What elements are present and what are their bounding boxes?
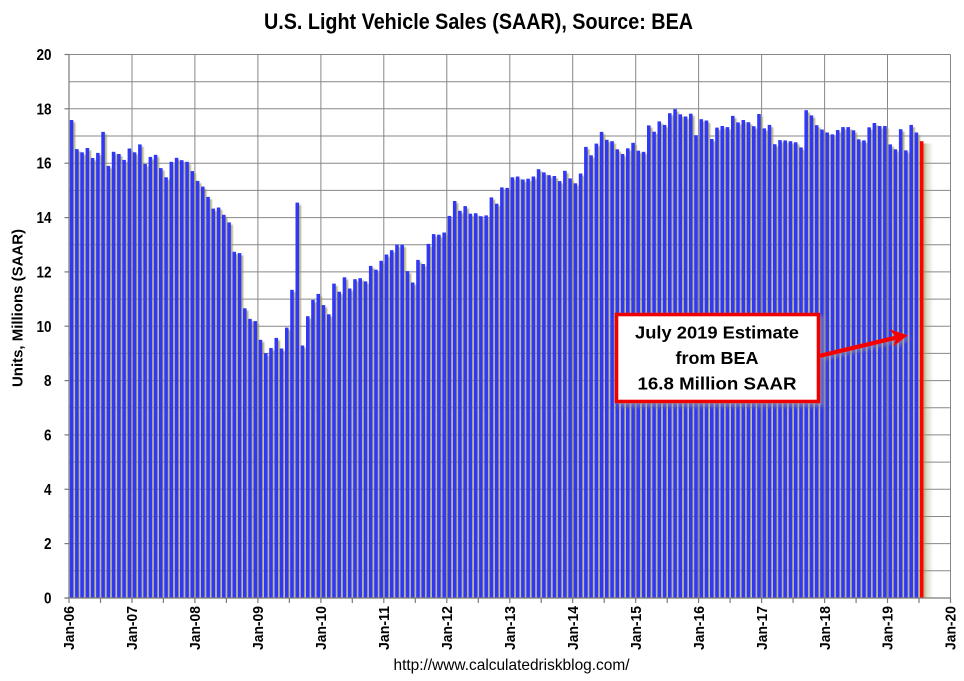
svg-text:14: 14 (37, 210, 52, 227)
svg-text:Jan-11: Jan-11 (377, 606, 393, 650)
svg-text:0: 0 (44, 591, 52, 608)
svg-text:Jan-06: Jan-06 (62, 606, 78, 650)
svg-text:16: 16 (37, 156, 52, 173)
svg-text:from BEA: from BEA (676, 348, 759, 368)
svg-text:Jan-07: Jan-07 (125, 606, 141, 650)
svg-text:Jan-12: Jan-12 (440, 606, 456, 650)
svg-text:8: 8 (44, 373, 52, 390)
svg-text:4: 4 (44, 482, 52, 499)
svg-text:10: 10 (37, 319, 52, 336)
svg-text:Jan-17: Jan-17 (755, 606, 771, 650)
svg-text:Jan-13: Jan-13 (503, 606, 519, 650)
svg-text:July 2019 Estimate: July 2019 Estimate (635, 323, 799, 343)
svg-text:18: 18 (37, 101, 52, 118)
svg-text:Jan-14: Jan-14 (566, 606, 582, 650)
svg-text:6: 6 (44, 427, 52, 444)
svg-text:Jan-20: Jan-20 (944, 606, 960, 650)
svg-text:http://www.calculatedriskblog.: http://www.calculatedriskblog.com/ (394, 657, 631, 674)
svg-text:Units, Millions (SAAR): Units, Millions (SAAR) (10, 229, 27, 387)
svg-text:16.8 Million SAAR: 16.8 Million SAAR (638, 374, 797, 394)
svg-text:2: 2 (44, 536, 52, 553)
svg-text:Jan-08: Jan-08 (188, 606, 204, 650)
svg-text:20: 20 (37, 47, 52, 64)
svg-text:12: 12 (37, 264, 52, 281)
svg-text:Jan-10: Jan-10 (314, 606, 330, 650)
svg-text:Jan-09: Jan-09 (251, 606, 267, 650)
svg-text:U.S. Light Vehicle Sales (SAAR: U.S. Light Vehicle Sales (SAAR), Source:… (264, 9, 693, 34)
svg-text:Jan-16: Jan-16 (692, 606, 708, 650)
svg-text:Jan-15: Jan-15 (629, 606, 645, 650)
svg-text:Jan-18: Jan-18 (818, 606, 834, 650)
svg-text:Jan-19: Jan-19 (881, 606, 897, 650)
